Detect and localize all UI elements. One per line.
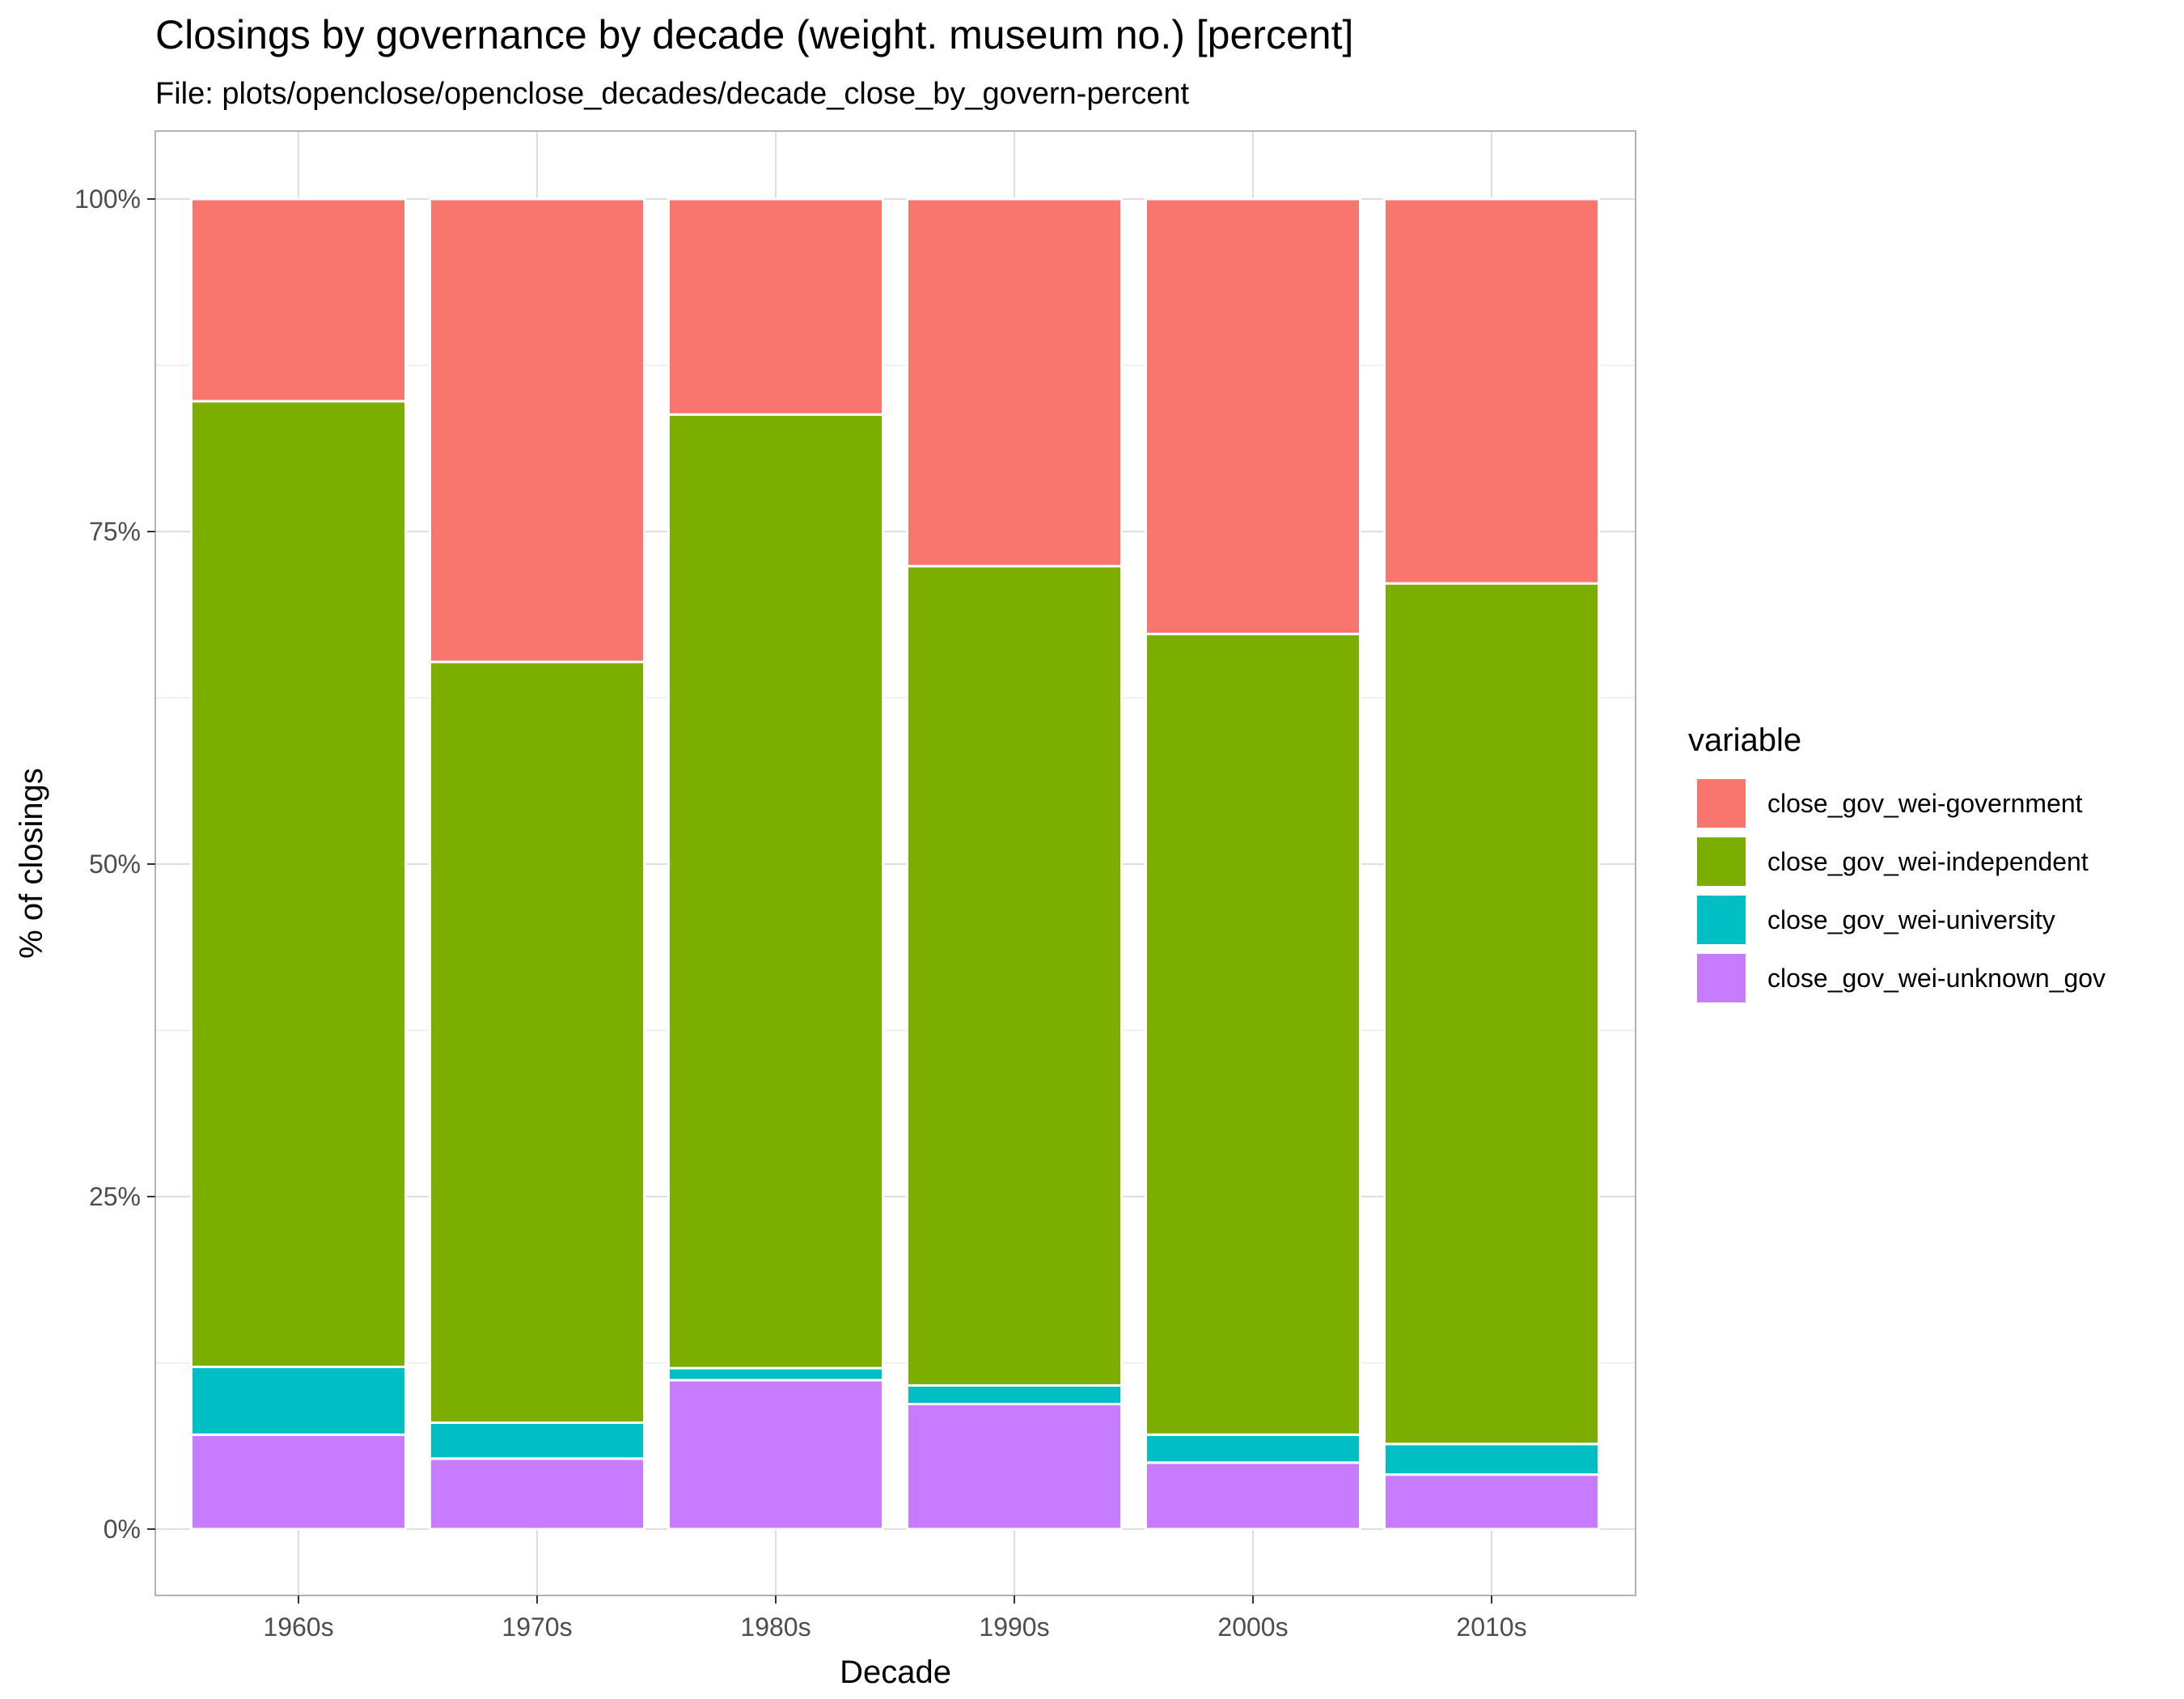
legend-swatch bbox=[1695, 836, 1747, 888]
bar-segment bbox=[429, 660, 645, 1424]
y-tick-label: 50% bbox=[89, 850, 141, 879]
chart-subtitle: File: plots/openclose/openclose_decades/… bbox=[155, 77, 1190, 111]
x-axis-ticks: 1960s 1970s 1980s 1990s 2000s 2010s bbox=[263, 1595, 1527, 1642]
legend-swatch bbox=[1695, 777, 1747, 829]
legend-label: close_gov_wei-government bbox=[1767, 789, 2083, 818]
x-tick-label: 1970s bbox=[502, 1612, 572, 1642]
bar-segment bbox=[906, 197, 1123, 568]
x-tick-label: 1960s bbox=[263, 1612, 333, 1642]
bar-segment bbox=[1383, 197, 1600, 585]
bars bbox=[190, 197, 1600, 1531]
bar-segment bbox=[1383, 1443, 1600, 1477]
bar-segment bbox=[1145, 197, 1361, 636]
bar-stack-1970s bbox=[429, 197, 645, 1531]
legend-swatch bbox=[1695, 952, 1747, 1004]
legend-items: close_gov_wei-government close_gov_wei-in… bbox=[1695, 777, 2106, 1004]
bar-segment bbox=[1383, 1473, 1600, 1531]
bar-segment bbox=[906, 1402, 1123, 1531]
bar-segment bbox=[667, 1379, 884, 1531]
bar-segment bbox=[190, 197, 407, 403]
bar-segment bbox=[190, 400, 407, 1368]
bar-segment bbox=[1145, 1433, 1361, 1464]
legend-swatch bbox=[1695, 894, 1747, 946]
x-tick-label: 1990s bbox=[979, 1612, 1049, 1642]
bar-stack-1980s bbox=[667, 197, 884, 1531]
chart-title: Closings by governance by decade (weight… bbox=[155, 12, 1353, 57]
y-tick-label: 25% bbox=[89, 1182, 141, 1211]
legend-item: close_gov_wei-independent bbox=[1695, 836, 2089, 888]
bar-stack-2010s bbox=[1383, 197, 1600, 1531]
legend: variable close_gov_wei-governmentclose_g… bbox=[1688, 722, 2106, 1004]
legend-label: close_gov_wei-unknown_gov bbox=[1767, 964, 2106, 993]
bar-segment bbox=[1145, 1461, 1361, 1531]
bar-segment bbox=[906, 565, 1123, 1387]
bar-segment bbox=[1383, 582, 1600, 1446]
x-axis-title: Decade bbox=[840, 1655, 951, 1690]
legend-item: close_gov_wei-university bbox=[1695, 894, 2055, 946]
bar-stack-2000s bbox=[1145, 197, 1361, 1531]
x-tick-label: 2000s bbox=[1217, 1612, 1288, 1642]
bar-segment bbox=[429, 1457, 645, 1531]
bar-segment bbox=[906, 1383, 1123, 1405]
y-tick-label: 0% bbox=[104, 1515, 141, 1544]
legend-item: close_gov_wei-government bbox=[1695, 777, 2083, 829]
bar-segment bbox=[667, 197, 884, 416]
bar-segment bbox=[667, 413, 884, 1370]
bar-stack-1960s bbox=[190, 197, 407, 1531]
bar-segment bbox=[667, 1366, 884, 1382]
legend-title: variable bbox=[1688, 722, 1801, 758]
legend-label: close_gov_wei-university bbox=[1767, 905, 2055, 934]
bar-segment bbox=[429, 1421, 645, 1460]
y-tick-label: 75% bbox=[89, 517, 141, 546]
bar-segment bbox=[190, 1365, 407, 1436]
bar-segment bbox=[429, 197, 645, 663]
legend-item: close_gov_wei-unknown_gov bbox=[1695, 952, 2106, 1004]
bar-segment bbox=[190, 1433, 407, 1531]
legend-label: close_gov_wei-independent bbox=[1767, 847, 2089, 876]
x-tick-label: 1980s bbox=[740, 1612, 811, 1642]
y-axis-title: % of closings bbox=[14, 768, 49, 959]
x-tick-label: 2010s bbox=[1456, 1612, 1526, 1642]
y-tick-label: 100% bbox=[74, 184, 141, 214]
bar-segment bbox=[1145, 633, 1361, 1436]
plot-area bbox=[154, 130, 1636, 1596]
bar-stack-1990s bbox=[906, 197, 1123, 1531]
y-axis-ticks: 0% 25% 50% 75% 100% bbox=[74, 184, 155, 1544]
